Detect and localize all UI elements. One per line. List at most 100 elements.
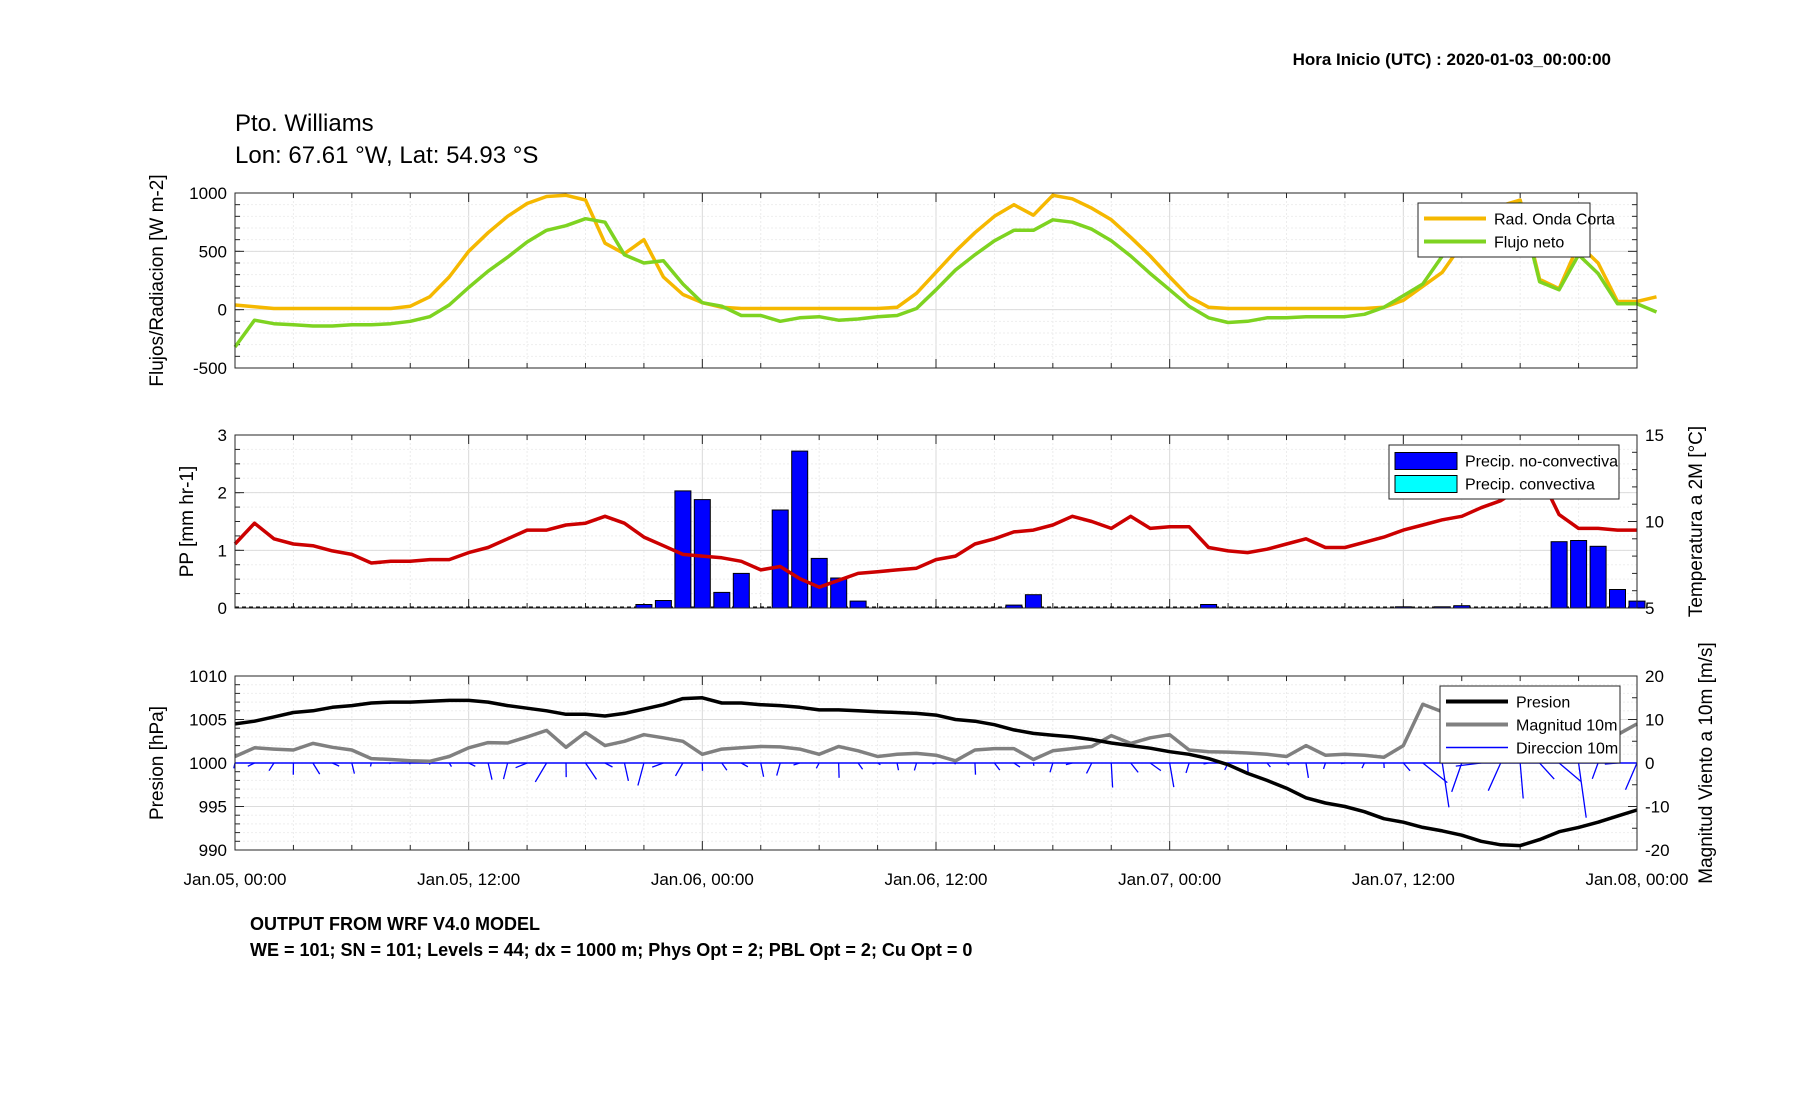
pres-ylabel: Presion [hPa] [147, 706, 168, 820]
wind-ytick-label: 20 [1645, 667, 1664, 686]
wind-direction-stick [1286, 762, 1290, 766]
wind-direction-stick [1203, 762, 1209, 765]
wind-direction-stick [534, 762, 548, 783]
wind-direction-stick [502, 762, 509, 780]
temp-ytick-label: 5 [1645, 599, 1654, 618]
rad-legend-label: Flujo neto [1494, 235, 1564, 252]
wind-direction-stick [721, 762, 728, 771]
wind-direction-stick [760, 762, 765, 777]
temp-ytick-label: 15 [1645, 426, 1664, 445]
rad-ytick-label: 1000 [189, 184, 227, 203]
wind-ytick-label: -20 [1645, 841, 1670, 860]
rad-ylabel: Flujos/Radiacion [W m-2] [147, 174, 168, 386]
wind-direction-stick [1266, 762, 1271, 768]
wind-direction-stick [584, 762, 598, 780]
wind-direction-stick [740, 762, 749, 768]
wind-direction-stick [674, 762, 684, 777]
wind-direction-stick [857, 762, 864, 770]
precip-bar [1589, 545, 1607, 609]
wind-ytick-label: -10 [1645, 798, 1670, 817]
rad-ytick-label: 500 [199, 242, 227, 261]
wind-direction-stick [954, 762, 957, 765]
pressure-wind-panel: 1010 1005 1000 995 990 Presion [hPa] 20 10 0 -10 -… [147, 642, 1717, 884]
wind-direction-stick [369, 762, 372, 767]
wind-direction-stick [1246, 762, 1249, 772]
wind-direction-stick [1487, 762, 1502, 791]
wind-direction-stick [268, 762, 275, 772]
wind-direction-stick [1577, 762, 1587, 818]
wind-direction-stick [1110, 762, 1114, 788]
wind-direction-stick [1340, 762, 1346, 765]
precip-bar [654, 600, 672, 609]
rad-legend [1417, 202, 1591, 258]
net-flux-line [233, 201, 1658, 349]
pp-legend-label: Precip. convectiva [1465, 477, 1595, 494]
pres-ytick-label: 1005 [189, 711, 227, 730]
pres-ytick-label: 990 [199, 841, 227, 860]
wind-direction-stick [332, 762, 340, 767]
precip-bar [849, 600, 867, 609]
precip-bar [771, 509, 789, 609]
wind-direction-stick [515, 762, 528, 769]
wind-direction-stick [389, 762, 392, 765]
wind-direction-stick [1624, 762, 1638, 790]
pp-legend-swatch [1394, 452, 1458, 470]
x-tick-label: Jan.05, 00:00 [183, 870, 286, 889]
precip-bar [713, 591, 731, 609]
wind-direction-stick [1441, 762, 1450, 808]
wind-direction-stick [1558, 762, 1582, 782]
wind-direction-stick [1519, 762, 1524, 799]
x-tick-label: Jan.08, 00:00 [1585, 870, 1688, 889]
wind-direction-stick [637, 762, 645, 786]
rad-ytick-label: -500 [193, 359, 227, 378]
wind-direction-stick [1361, 762, 1365, 769]
wind-direction-stick [1539, 762, 1555, 780]
station-coordinates: Lon: 67.61 °W, Lat: 54.93 °S [235, 142, 539, 169]
pres-legend-label: Direccion 10m [1516, 741, 1618, 758]
rad-axes-box [234, 192, 1638, 369]
temp-ylabel: Temperatura a 2M [°C] [1686, 426, 1707, 617]
wind-direction-stick [776, 762, 781, 776]
pp-ytick-label: 0 [218, 599, 227, 618]
wind-direction-stick [1305, 762, 1310, 779]
wind-speed-line [234, 698, 1638, 764]
wind-direction-stick [1455, 762, 1482, 767]
pres-axes-box [234, 675, 1638, 851]
wind-direction-stick [1065, 762, 1073, 766]
pressure-line [234, 696, 1638, 848]
wind-direction-stick [448, 762, 453, 767]
wind-direction-stick [247, 762, 255, 767]
wind-direction-stick [993, 762, 1001, 771]
pres-legend-label: Magnitud 10m [1516, 718, 1617, 735]
wind-ytick-label: 10 [1645, 711, 1664, 730]
pp-ylabel: PP [mm hr-1] [177, 466, 198, 578]
model-caption: OUTPUT FROM WRF V4.0 MODEL [250, 914, 540, 934]
wind-direction-stick [793, 762, 800, 766]
wind-direction-stick [651, 762, 664, 768]
wind-direction-stick [913, 762, 918, 771]
pres-ytick-label: 1010 [189, 667, 227, 686]
wind-direction-stick [623, 762, 630, 782]
pres-ytick-label: 1000 [189, 754, 227, 773]
wind-direction-stick [815, 762, 820, 769]
wind-direction-stick [604, 762, 613, 768]
precip-bar [1570, 540, 1588, 609]
precip-bar [1024, 594, 1042, 609]
pp-ytick-label: 3 [218, 426, 227, 445]
wind-direction-stick [1013, 762, 1021, 768]
wind-direction-stick [1032, 762, 1035, 767]
precip-bar [693, 499, 711, 609]
model-config-caption: WE = 101; SN = 101; Levels = 44; dx = 10… [250, 940, 973, 960]
precip-bar [1200, 604, 1218, 609]
wind-direction-stick [1085, 762, 1093, 774]
pres-ytick-label: 995 [199, 798, 227, 817]
pp-ytick-label: 2 [218, 484, 227, 503]
precip-bar [674, 490, 692, 609]
x-tick-label: Jan.07, 12:00 [1352, 870, 1455, 889]
wind-direction-stick [312, 762, 321, 775]
precip-bar [1609, 589, 1626, 609]
wind-direction-stick [896, 762, 900, 771]
temperature-line [233, 473, 1637, 589]
